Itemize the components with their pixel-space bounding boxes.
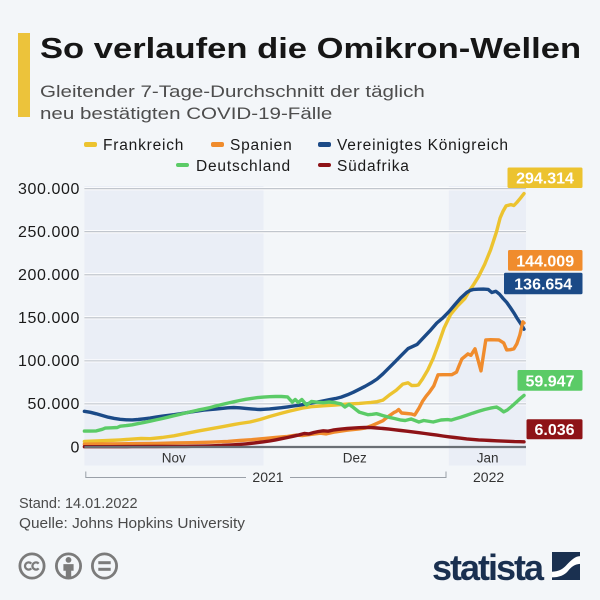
svg-text:6.036: 6.036: [534, 422, 574, 439]
svg-text:50.000: 50.000: [27, 396, 80, 413]
svg-text:136.654: 136.654: [514, 276, 572, 293]
svg-text:100.000: 100.000: [18, 353, 80, 370]
svg-text:Nov: Nov: [162, 451, 186, 466]
svg-text:Jan: Jan: [477, 451, 499, 466]
svg-text:59.947: 59.947: [526, 373, 575, 390]
svg-text:Dez: Dez: [343, 451, 367, 466]
svg-text:150.000: 150.000: [18, 310, 80, 327]
svg-text:250.000: 250.000: [18, 224, 80, 241]
svg-text:144.009: 144.009: [516, 253, 574, 270]
svg-text:200.000: 200.000: [18, 267, 80, 284]
svg-text:0: 0: [71, 440, 81, 457]
svg-text:300.000: 300.000: [18, 181, 80, 198]
svg-text:2021: 2021: [252, 469, 283, 485]
svg-text:2022: 2022: [473, 469, 504, 485]
svg-text:294.314: 294.314: [516, 171, 574, 188]
